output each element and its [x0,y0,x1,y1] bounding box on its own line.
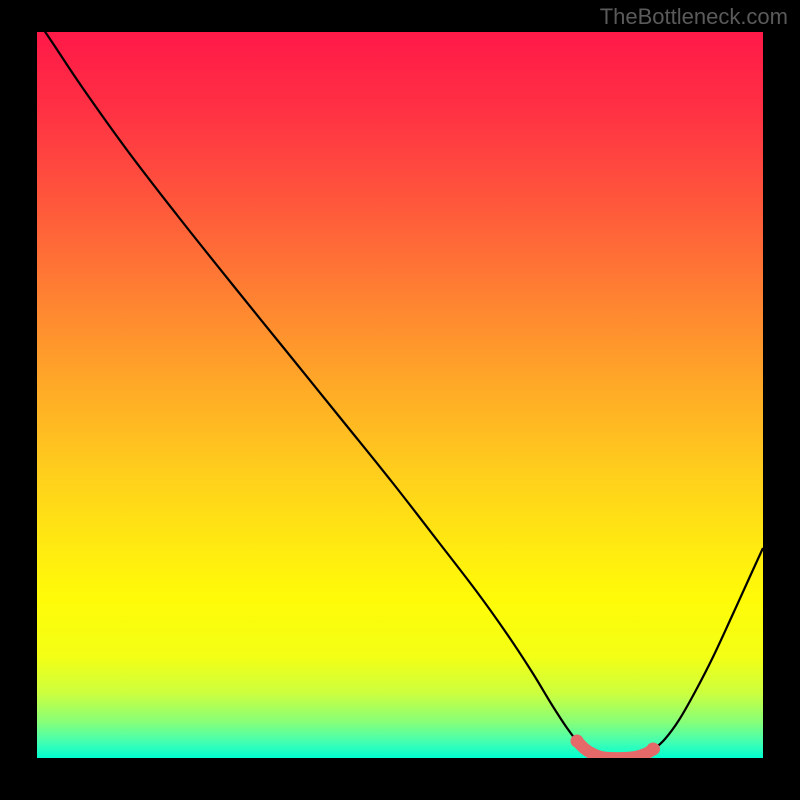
bottleneck-chart [37,32,763,758]
curve-layer [37,32,763,758]
attribution-text: TheBottleneck.com [600,4,788,30]
optimal-flat-region [577,741,654,758]
bottleneck-curve [37,32,763,758]
optimal-marker-left [571,735,584,748]
optimal-marker-right [647,743,660,756]
